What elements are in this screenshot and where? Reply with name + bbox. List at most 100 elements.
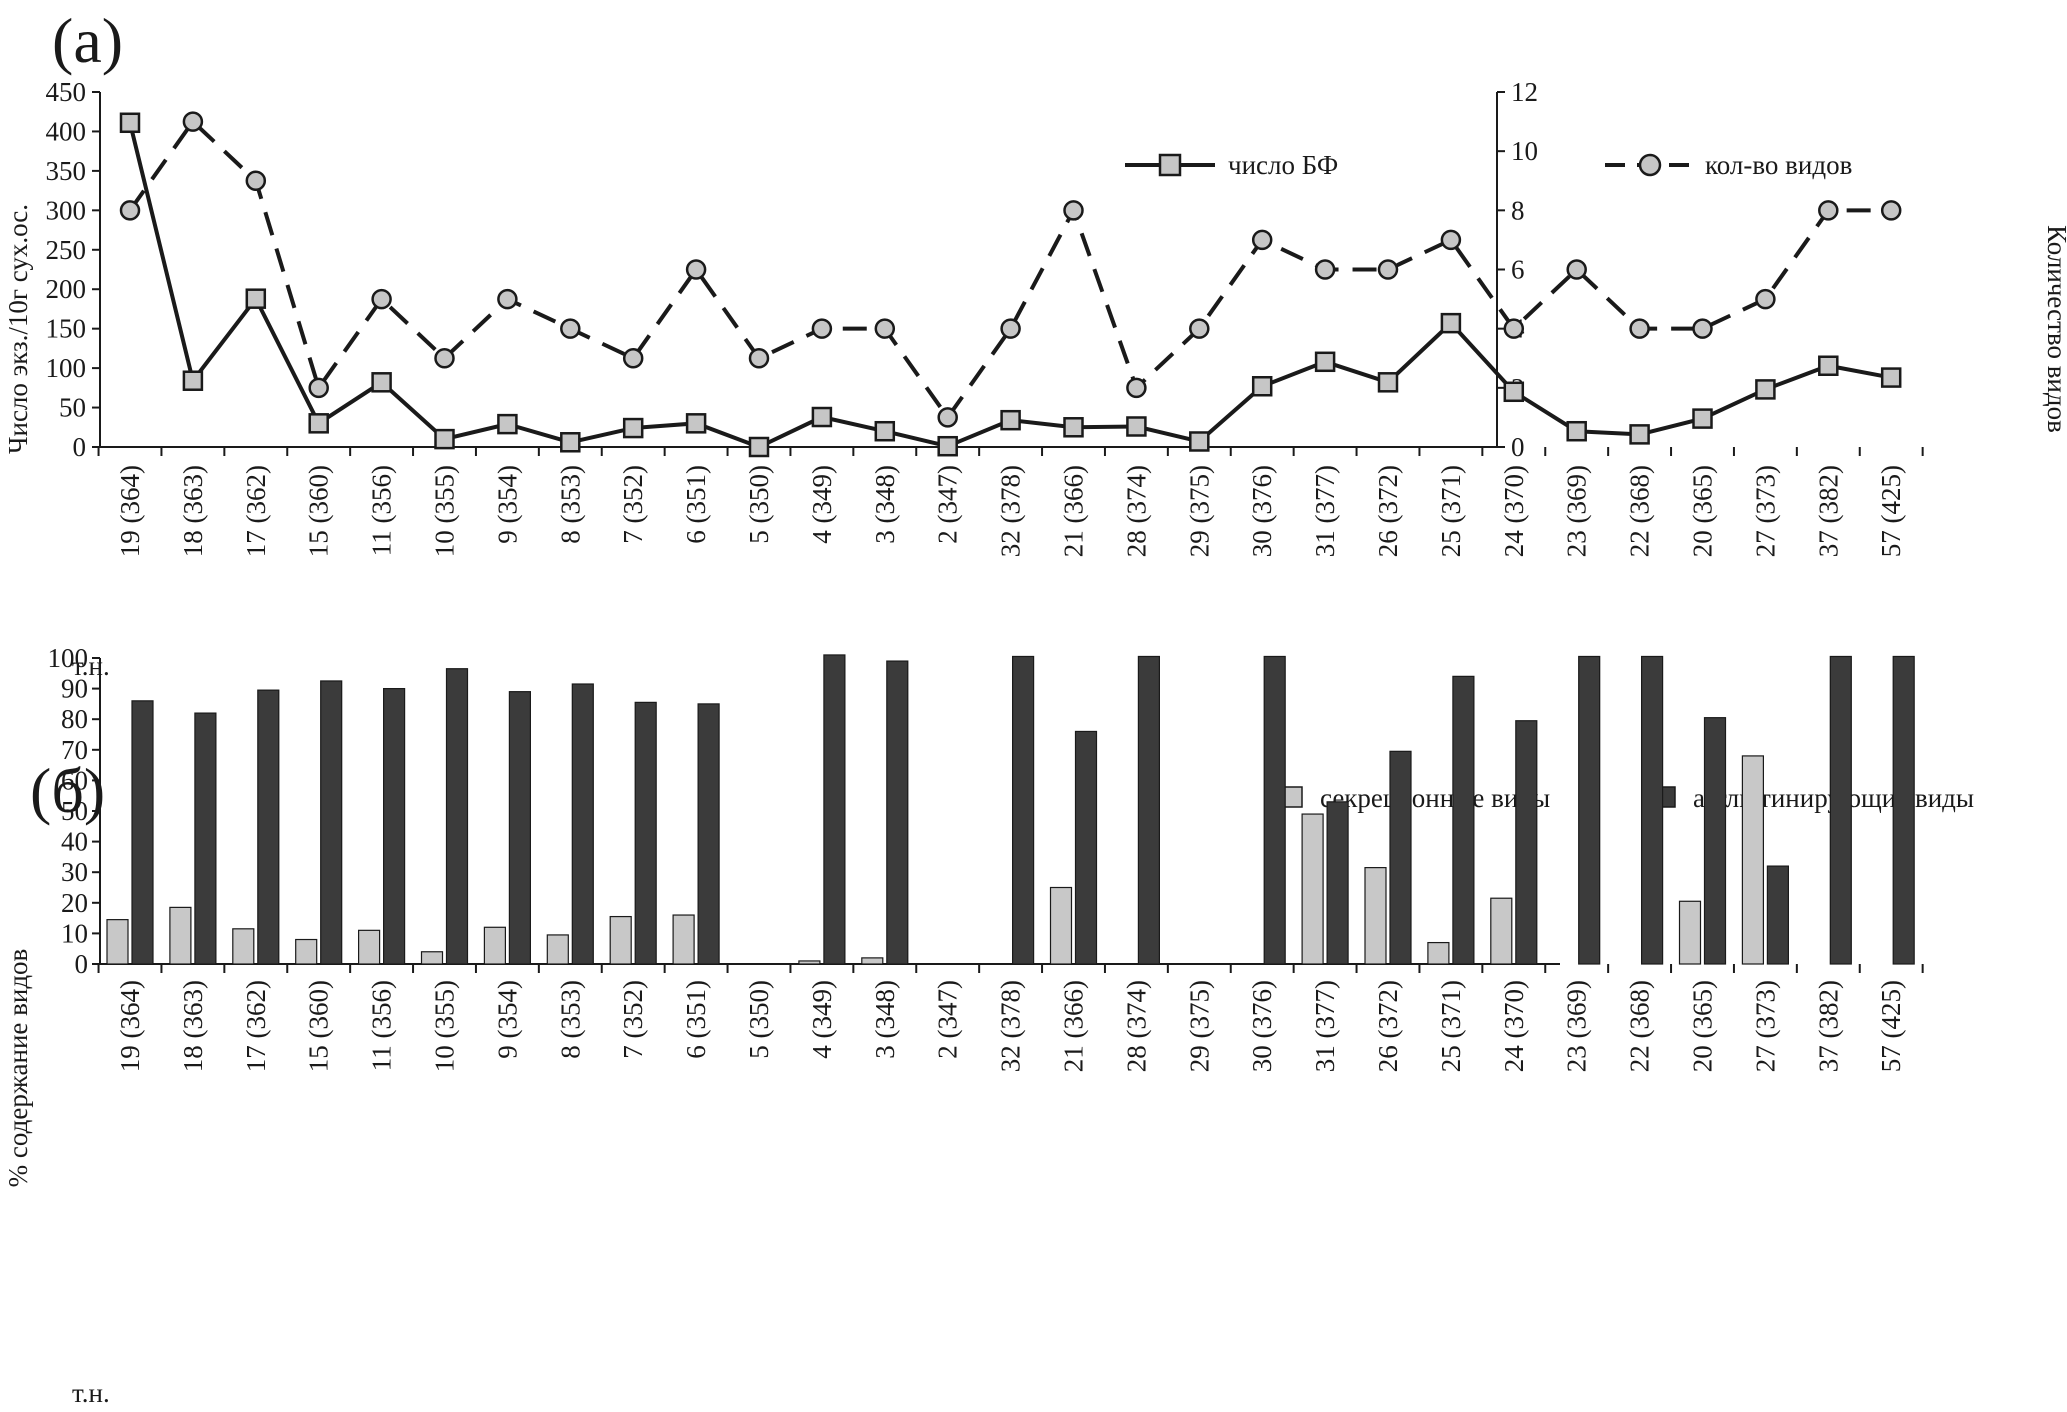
bar-agglutinated [320,680,343,965]
y-tick-label-right: 10 [1511,136,1538,166]
x-tick-label-a: 4 (349) [807,465,837,544]
station-label-a: т.н. [72,651,110,681]
x-tick-label-b: 17 (362) [241,980,271,1072]
y-tick-label-b: 90 [61,674,88,704]
point-bf [1503,381,1525,403]
station-label-b: т.н. [72,1378,110,1408]
bar-agglutinated [194,712,217,965]
x-tick-label-b: 6 (351) [681,980,711,1059]
x-tick-label-a: 22 (368) [1625,465,1655,557]
point-bf [1880,367,1902,388]
bar-secretory [1301,813,1324,965]
point-bf [1126,416,1147,437]
bar-secretory [1678,900,1702,965]
point-bf [1566,420,1587,442]
point-species-count [874,318,896,339]
point-species-count [1503,318,1525,339]
bar-agglutinated [1766,865,1790,965]
y-tick-label-b: 70 [61,735,88,765]
point-species-count [371,288,392,310]
bar-secretory [1427,941,1450,965]
y-tick-label-right: 8 [1511,195,1525,225]
bar-secretory [169,906,192,965]
y-tick-label-left: 400 [46,116,87,146]
x-tick-label-b: 25 (371) [1436,980,1466,1072]
point-bf [434,428,455,450]
series-line-species-count [128,118,1892,421]
y-axis-title-left: Число экз./10г сух.ос. [3,204,33,454]
point-bf [1818,355,1839,376]
bar-agglutinated [1389,750,1412,965]
legend-b: секреционные виды агглютинирующие виды [1281,783,1974,813]
bar-agglutinated [1892,655,1915,965]
x-tick-label-a: 25 (371) [1436,465,1466,557]
bar-agglutinated [697,703,720,965]
bar-secretory [1364,867,1387,965]
x-tick-label-a: 17 (362) [241,465,271,557]
bar-agglutinated [445,668,469,965]
bar-agglutinated [1263,655,1286,965]
point-species-count [1818,200,1839,221]
bar-agglutinated [886,660,909,965]
point-species-count [560,318,581,339]
point-bf [811,406,833,428]
point-bf [1063,417,1084,438]
y-tick-label-b: 0 [75,949,89,979]
x-tick-label-b: 37 (382) [1813,980,1843,1072]
bar-agglutinated [1515,720,1538,965]
point-species-count [1063,200,1084,221]
point-species-count [245,170,267,191]
x-tick-label-a: 30 (376) [1247,465,1277,557]
x-tick-label-a: 31 (377) [1310,465,1340,557]
y-tick-label-left: 0 [73,432,87,462]
x-tick-label-a: 20 (365) [1688,465,1718,557]
y-tick-label-b: 50 [61,796,88,826]
x-tick-label-a: 10 (355) [430,465,460,557]
x-tick-label-b: 26 (372) [1373,980,1403,1072]
x-tick-label-a: 8 (353) [555,465,585,544]
x-tick-label-b: 32 (378) [996,980,1026,1072]
x-tick-label-b: 11 (356) [367,980,397,1071]
point-species-count [434,348,455,369]
x-tick-label-b: 8 (353) [555,980,585,1059]
x-tick-label-a: 6 (351) [681,465,711,544]
bar-secretory [483,926,506,965]
y-tick-label-left: 450 [46,77,87,107]
x-tick-label-a: 29 (375) [1184,465,1214,557]
y-tick-label-b: 40 [61,827,88,857]
x-tick-label-b: 5 (350) [744,980,774,1059]
point-species-count [1126,377,1147,399]
point-species-count [1880,200,1902,221]
x-tick-label-b: 9 (354) [492,980,522,1059]
point-species-count [1440,229,1462,251]
y-tick-label-b: 100 [48,643,89,673]
bar-secretory [609,915,632,965]
bar-secretory [861,957,884,965]
bar-secretory [106,919,129,965]
bar-agglutinated [257,689,280,965]
y-axis-title-right: Количество видов [2042,225,2067,433]
y-tick-label-right: 6 [1511,255,1525,285]
bar-agglutinated [571,683,594,965]
x-tick-label-b: 7 (352) [618,980,648,1059]
y-tick-label-left: 300 [46,195,87,225]
bar-secretory [295,938,318,965]
point-bf [1189,431,1210,452]
x-tick-label-a: 21 (366) [1059,465,1089,557]
x-tick-label-b: 28 (374) [1121,980,1151,1072]
point-bf [1314,351,1336,373]
bar-agglutinated [1326,801,1349,965]
point-species-count [937,407,958,428]
point-species-count [1692,318,1713,339]
point-species-count [1377,259,1399,280]
point-bf [1755,379,1776,400]
x-tick-label-a: 23 (369) [1562,465,1592,557]
x-tick-label-b: 23 (369) [1562,980,1592,1072]
bar-agglutinated [1703,717,1727,965]
y-tick-label-right: 12 [1511,77,1538,107]
bar-agglutinated [634,701,657,965]
bar-secretory [420,951,444,965]
point-species-count [497,288,518,310]
y-tick-label-right: 0 [1511,432,1525,462]
y-tick-label-b: 30 [61,857,88,887]
